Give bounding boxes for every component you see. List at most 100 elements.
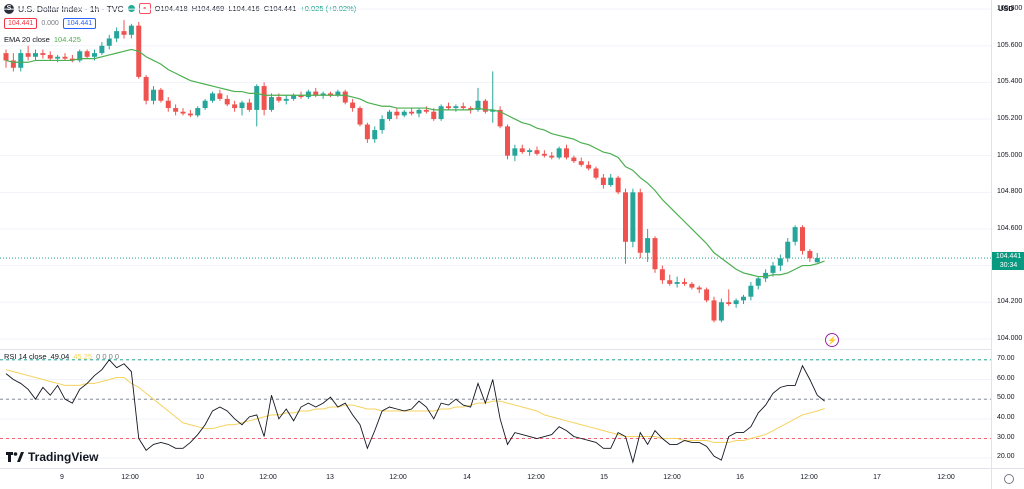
time-axis-label: 10 (196, 474, 204, 481)
price-scale[interactable]: USD 105.800 105.600 105.400 105.200 105.000 1… (991, 0, 1024, 468)
rsi-scale-label: 30.00 (997, 433, 1015, 441)
candle-body (151, 89, 156, 101)
candle-body (726, 302, 732, 305)
candle-body (261, 86, 267, 110)
rsi-label: RSI 14 close (4, 352, 47, 361)
candle-body (232, 104, 238, 109)
candle-body (173, 108, 179, 112)
candle-body (541, 153, 547, 156)
symbol-header: S U.S. Dollar Index · 1h · TVC ● O104.41… (4, 3, 358, 14)
spread-value: 0.000 (41, 20, 59, 27)
last-price-tag: 104.441 30:34 (992, 252, 1024, 270)
candle-body (239, 102, 245, 109)
price-pane[interactable] (0, 0, 991, 348)
ohlc-high: H104.469 (191, 4, 225, 13)
last-price-value: 104.441 (995, 253, 1022, 260)
rsi-chart[interactable] (0, 350, 991, 468)
price-scale-label: 105.800 (997, 5, 1023, 13)
candle-body (777, 258, 783, 266)
price-scale-label: 105.000 (997, 151, 1023, 159)
candle-body (748, 285, 754, 297)
candle-body (165, 100, 171, 109)
candle-body (807, 250, 813, 259)
candle-body (3, 53, 9, 61)
time-axis-label: 12:00 (121, 474, 139, 481)
price-scale-label: 104.000 (997, 334, 1023, 342)
candle-body (682, 282, 687, 284)
candle-body (556, 148, 562, 158)
candle-body (62, 56, 68, 59)
candle-body (99, 45, 105, 54)
rsi-legend[interactable]: RSI 14 close 49.04 45.25 0 0 0 0 (4, 352, 119, 361)
sell-price-button[interactable]: 104.441 (4, 18, 38, 29)
lightning-icon[interactable]: ⚡ (825, 333, 839, 347)
candle-body (47, 54, 53, 59)
candle-body (143, 76, 149, 101)
ohlc-change: +0.025 (+0.02%) (300, 4, 357, 13)
price-scale-label: 104.800 (997, 188, 1023, 196)
rsi-ma-value: 45.25 (73, 352, 93, 361)
candle-body (33, 53, 38, 57)
candle-body (814, 258, 820, 263)
buy-price-button[interactable]: 104.441 (62, 18, 97, 29)
candle-body (696, 287, 702, 290)
alert-icon[interactable]: ● (138, 3, 151, 14)
candle-body (549, 155, 555, 158)
candle-body (512, 148, 518, 156)
candle-body (114, 31, 120, 39)
price-chart[interactable] (0, 0, 991, 348)
symbol-title[interactable]: U.S. Dollar Index · 1h · TVC (18, 3, 124, 14)
candle-body (527, 150, 533, 153)
candle-body (128, 25, 134, 35)
candle-body (468, 108, 474, 110)
time-axis-label: 16 (736, 474, 744, 481)
candle-body (202, 100, 208, 109)
rsi-pane[interactable] (0, 349, 991, 468)
candle-body (534, 150, 540, 154)
candle-body (704, 289, 710, 301)
ema-legend[interactable]: EMA 20 close 104.425 (4, 35, 81, 44)
candle-body (416, 109, 422, 114)
candle-body (623, 192, 628, 242)
time-axis-label: 9 (60, 474, 64, 481)
settings-icon[interactable] (1003, 474, 1014, 484)
time-axis-label: 12:00 (389, 474, 407, 481)
price-scale-label: 104.200 (997, 298, 1023, 306)
candle-body (18, 53, 24, 68)
ema-label: EMA 20 close (4, 35, 50, 44)
candle-body (475, 100, 481, 110)
candle-body (357, 108, 363, 125)
candle-body (121, 31, 127, 35)
candle-body (497, 109, 503, 127)
candle-body (453, 106, 459, 109)
symbol-logo[interactable]: S (4, 3, 14, 14)
tradingview-logo[interactable]: TradingView (6, 450, 98, 464)
rsi-scale-label: 40.00 (997, 413, 1015, 421)
candle-body (69, 58, 75, 61)
candle-body (40, 53, 46, 55)
candle-body (195, 108, 201, 116)
time-axis-label: 17 (873, 474, 881, 481)
rsi-scale-label: 50.00 (997, 394, 1015, 402)
candle-body (379, 119, 385, 131)
candle-body (25, 53, 31, 57)
rsi-ma-line (5, 369, 825, 443)
candle-body (652, 238, 658, 270)
scale-settings[interactable] (991, 468, 1024, 489)
currency-label[interactable]: USD (998, 4, 1014, 13)
time-axis[interactable]: 9 12:00 10 12:00 13 12:00 14 12:00 15 12:00 16 12:0… (0, 468, 991, 489)
candle-body (291, 95, 297, 99)
candle-body (92, 53, 97, 57)
market-status-icon[interactable] (127, 5, 135, 12)
candle-body (350, 102, 356, 109)
rsi-scale-label: 20.00 (997, 453, 1015, 461)
candle-body (342, 91, 348, 103)
candle-body (600, 177, 606, 185)
candle-body (637, 192, 643, 253)
candle-body (77, 51, 83, 61)
candle-body (158, 89, 164, 101)
candle-body (446, 106, 451, 109)
ema-value: 104.425 (53, 35, 81, 44)
candle-body (394, 111, 400, 116)
time-axis-label: 12:00 (527, 474, 545, 481)
